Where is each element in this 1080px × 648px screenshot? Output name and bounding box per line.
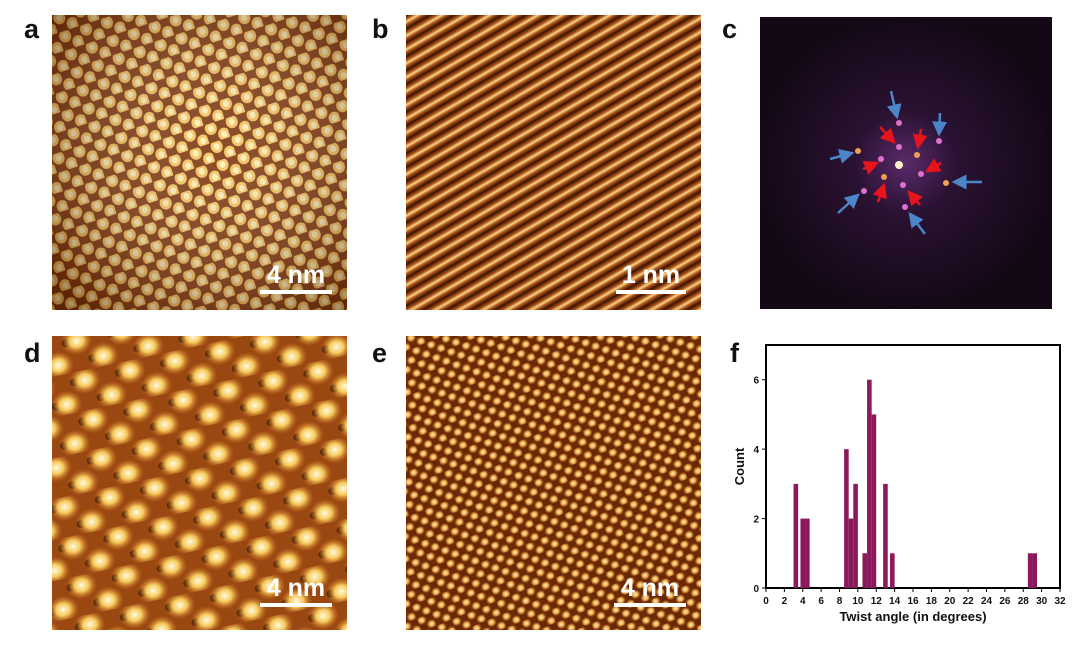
plot-frame: [765, 344, 1061, 589]
x-tick-label: 4: [800, 596, 806, 607]
x-tick-label: 24: [981, 596, 993, 607]
stm-image-b-graphic: [406, 15, 701, 310]
histogram-bar: [853, 483, 858, 588]
y-tick-label: 4: [753, 445, 759, 456]
stm-image-a-graphic: [52, 15, 347, 310]
histogram-bar: [883, 483, 888, 588]
stm-image-d: 4 nm: [52, 336, 347, 630]
panel-label-c: c: [722, 14, 738, 44]
y-axis-ticks: 0 2 4 6: [753, 376, 766, 595]
histogram-bar: [1032, 553, 1038, 588]
x-tick-label: 20: [944, 596, 956, 607]
scalebar-d-label: 4 nm: [266, 574, 326, 602]
scalebar-a: 4 nm: [260, 263, 332, 294]
stm-image-e: 4 nm: [406, 336, 701, 630]
fft-image-c: [760, 17, 1052, 309]
histogram-bar: [805, 518, 810, 588]
y-axis-label: Count: [732, 447, 747, 485]
stm-image-b: 1 nm: [406, 15, 701, 310]
x-axis-ticks: 0 2 4 6 8 10 12 14 16 18 20 22 24 26 28 30 32: [763, 588, 1066, 607]
histogram-bar: [848, 518, 854, 588]
panel-label-a: a: [24, 14, 40, 44]
stm-image-d-graphic: [52, 336, 347, 630]
histogram-bar: [871, 414, 877, 588]
stm-image-e-graphic: [406, 336, 701, 630]
scalebar-e-label: 4 nm: [620, 574, 680, 602]
scalebar-b: 1 nm: [616, 263, 686, 294]
scalebar-e: 4 nm: [614, 576, 686, 607]
y-tick-label: 2: [753, 515, 759, 526]
x-tick-label: 28: [1018, 596, 1030, 607]
histogram-bars: [793, 379, 1038, 588]
scalebar-b-label: 1 nm: [621, 261, 681, 289]
histogram-bar: [793, 483, 799, 588]
panel-label-e: e: [372, 338, 388, 368]
x-tick-label: 26: [999, 596, 1011, 607]
fft-spots: [855, 120, 949, 210]
x-tick-label: 30: [1036, 596, 1048, 607]
x-tick-label: 14: [889, 596, 901, 607]
fft-image-c-graphic: [760, 17, 1052, 309]
x-tick-label: 12: [871, 596, 883, 607]
x-tick-label: 0: [763, 596, 769, 607]
panel-label-b: b: [372, 14, 389, 44]
histogram-bar: [1027, 553, 1033, 588]
scalebar-b-line: [616, 290, 686, 294]
y-tick-label: 0: [753, 584, 759, 595]
histogram-bar: [867, 379, 872, 588]
x-tick-label: 22: [963, 596, 975, 607]
histogram-bar: [800, 518, 806, 588]
x-tick-label: 2: [782, 596, 788, 607]
panel-label-f: f: [730, 338, 739, 368]
x-tick-label: 32: [1054, 596, 1066, 607]
x-tick-label: 8: [837, 596, 843, 607]
scalebar-a-label: 4 nm: [266, 261, 326, 289]
y-tick-label: 6: [753, 376, 759, 387]
x-tick-label: 6: [818, 596, 824, 607]
x-axis-label: Twist angle (in degrees): [839, 609, 986, 624]
fft-blue-arrows: [829, 90, 982, 235]
scalebar-e-line: [614, 603, 686, 607]
x-tick-label: 18: [926, 596, 938, 607]
fft-red-arrows: [862, 126, 942, 207]
x-tick-label: 16: [907, 596, 919, 607]
histogram-bar: [844, 449, 849, 588]
histogram-bar: [862, 553, 868, 588]
x-tick-label: 10: [852, 596, 864, 607]
panel-label-d: d: [24, 338, 41, 368]
scalebar-a-line: [260, 290, 332, 294]
histogram-bar: [890, 553, 895, 588]
scalebar-d: 4 nm: [260, 576, 332, 607]
scalebar-d-line: [260, 603, 332, 607]
stm-image-a: 4 nm: [52, 15, 347, 310]
